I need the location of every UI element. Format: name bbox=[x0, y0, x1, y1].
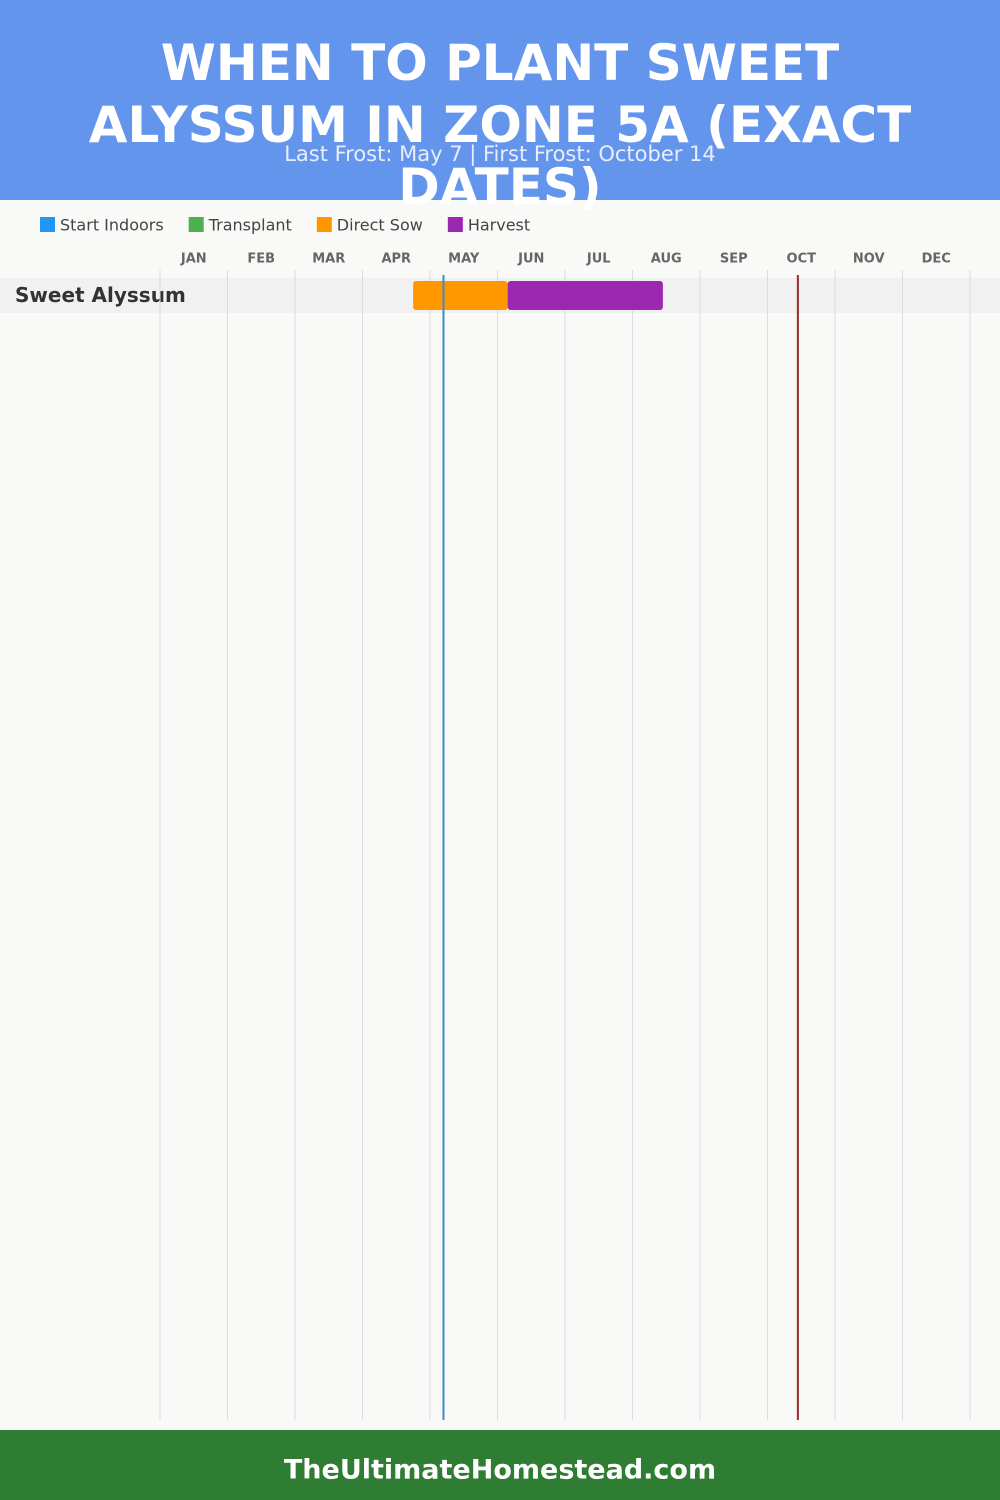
x-tick-label: AUG bbox=[651, 252, 682, 267]
bar bbox=[507, 281, 663, 310]
x-tick-label: DEC bbox=[922, 252, 951, 267]
legend-swatch bbox=[316, 217, 332, 232]
x-tick-label: FEB bbox=[247, 252, 275, 267]
x-tick-label: JUN bbox=[517, 252, 544, 267]
legend-swatch bbox=[447, 217, 463, 232]
row-label: Sweet Alyssum bbox=[15, 283, 186, 307]
x-tick-label: JAN bbox=[180, 252, 207, 267]
legend-label: Start Indoors bbox=[60, 216, 164, 235]
footer bbox=[0, 1430, 1000, 1500]
x-tick-label: SEP bbox=[720, 252, 748, 267]
chart-title: WHEN TO PLANT SWEET ALYSSUM IN ZONE 5A (… bbox=[88, 34, 912, 216]
header bbox=[0, 0, 1000, 200]
x-tick-label: OCT bbox=[787, 252, 817, 267]
x-tick-label: MAR bbox=[312, 252, 345, 267]
legend-label: Transplant bbox=[208, 216, 292, 235]
x-tick-label: JUL bbox=[586, 252, 611, 267]
legend-label: Direct Sow bbox=[337, 216, 423, 235]
legend-label: Harvest bbox=[468, 216, 530, 235]
x-tick-label: APR bbox=[381, 252, 411, 267]
legend-swatch bbox=[40, 217, 55, 232]
subtitle: Last Frost: May 7 | First Frost: October… bbox=[284, 142, 716, 167]
footer-text: TheUltimateHomestead.com bbox=[284, 1455, 716, 1486]
bar bbox=[413, 281, 508, 310]
x-tick-label: MAY bbox=[448, 252, 480, 267]
x-tick-label: NOV bbox=[853, 252, 885, 267]
legend-swatch bbox=[188, 217, 204, 232]
